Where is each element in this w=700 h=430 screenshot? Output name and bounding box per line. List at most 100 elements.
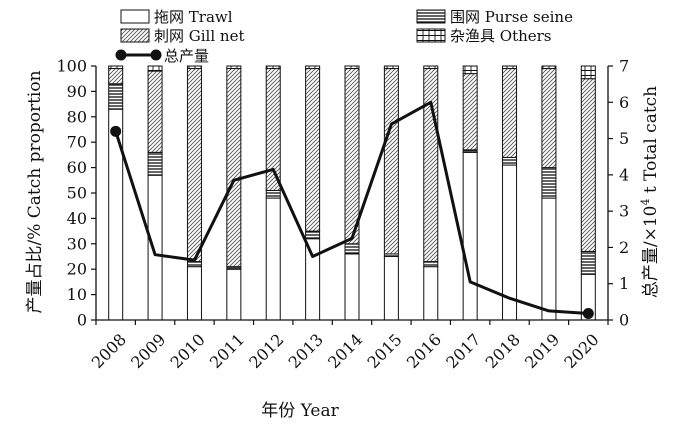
left-tick-label-10: 10 bbox=[67, 285, 87, 304]
bar-gill-2019 bbox=[541, 68, 557, 169]
left-tick-label-50: 50 bbox=[67, 184, 87, 203]
legend-swatch-gill bbox=[120, 28, 150, 43]
bar-trawl-2014 bbox=[344, 253, 360, 321]
x-tick-label-2015: 2015 bbox=[363, 330, 405, 372]
x-tick-label-2019: 2019 bbox=[521, 330, 563, 372]
right-tick-label-4: 4 bbox=[619, 165, 629, 184]
total-catch-marker-2008 bbox=[110, 125, 122, 137]
bar-others-2017 bbox=[462, 65, 478, 75]
bar-gill-2020 bbox=[580, 78, 596, 252]
left-tick-label-40: 40 bbox=[67, 209, 87, 228]
x-axis-title: 年份 Year bbox=[261, 401, 339, 421]
x-tick-label-2011: 2011 bbox=[206, 330, 248, 372]
bar-trawl-2017 bbox=[462, 151, 478, 321]
x-tick-label-2012: 2012 bbox=[245, 330, 287, 372]
left-tick-label-0: 0 bbox=[77, 311, 87, 330]
right-axis-title-main: 总产量/×10 bbox=[641, 206, 661, 299]
bar-trawl-2009 bbox=[147, 174, 163, 321]
x-tick-label-2020: 2020 bbox=[560, 330, 602, 372]
bar-gill-2013 bbox=[305, 68, 321, 232]
left-tick-label-90: 90 bbox=[67, 82, 87, 101]
right-axis-title-exp: 4 bbox=[639, 199, 652, 206]
bar-gill-2010 bbox=[186, 68, 202, 263]
bar-purse-2013 bbox=[305, 230, 321, 240]
left-tick-label-100: 100 bbox=[56, 57, 87, 76]
bar-gill-2016 bbox=[423, 68, 439, 263]
x-tick-label-2008: 2008 bbox=[88, 330, 130, 372]
bar-purse-2008 bbox=[108, 83, 124, 110]
legend-swatch-total-marker-left bbox=[115, 49, 127, 61]
bar-others-2018 bbox=[502, 65, 518, 70]
legend-swatch-others bbox=[416, 28, 446, 43]
right-tick-label-6: 6 bbox=[619, 93, 629, 112]
x-tick-label-2014: 2014 bbox=[324, 330, 366, 372]
bar-others-2009 bbox=[147, 65, 163, 72]
left-tick-label-30: 30 bbox=[67, 234, 87, 253]
bar-purse-2014 bbox=[344, 243, 360, 255]
bar-others-2013 bbox=[305, 65, 321, 70]
x-tick-label-2010: 2010 bbox=[167, 330, 209, 372]
bar-gill-2014 bbox=[344, 68, 360, 245]
x-tick-label-2016: 2016 bbox=[403, 330, 445, 372]
bar-purse-2018 bbox=[502, 156, 518, 166]
right-axis-title: 总产量/×104 t Total catch bbox=[639, 86, 661, 298]
total-catch-marker-2020 bbox=[582, 307, 594, 319]
bar-purse-2009 bbox=[147, 151, 163, 176]
bar-gill-2009 bbox=[147, 70, 163, 153]
legend-label-others: 杂渔具 Others bbox=[450, 27, 552, 45]
bar-others-2010 bbox=[186, 65, 202, 70]
bar-trawl-2019 bbox=[541, 197, 557, 321]
bar-trawl-2016 bbox=[423, 266, 439, 321]
bar-others-2019 bbox=[541, 65, 557, 70]
left-tick-label-60: 60 bbox=[67, 158, 87, 177]
bar-purse-2019 bbox=[541, 167, 557, 199]
bar-trawl-2012 bbox=[265, 197, 281, 321]
bar-trawl-2011 bbox=[226, 268, 242, 321]
bar-trawl-2008 bbox=[108, 108, 124, 321]
x-tick-label-2018: 2018 bbox=[482, 330, 524, 372]
bar-others-2008 bbox=[108, 65, 124, 70]
right-tick-label-7: 7 bbox=[619, 57, 629, 76]
left-tick-label-70: 70 bbox=[67, 133, 87, 152]
legend-label-total: 总产量 bbox=[164, 47, 209, 65]
x-tick-label-2017: 2017 bbox=[442, 330, 484, 372]
right-tick-label-0: 0 bbox=[619, 311, 629, 330]
x-tick-label-2009: 2009 bbox=[127, 330, 169, 372]
right-axis-title-rest: t Total catch bbox=[641, 86, 661, 199]
bar-others-2011 bbox=[226, 65, 242, 70]
left-axis-title: 产量占比/% Catch proportion bbox=[25, 70, 45, 313]
right-tick-label-5: 5 bbox=[619, 129, 629, 148]
legend-label-purse: 围网 Purse seine bbox=[450, 8, 573, 26]
left-tick-label-20: 20 bbox=[67, 260, 87, 279]
bar-others-2020 bbox=[580, 65, 596, 80]
legend-label-trawl: 拖网 Trawl bbox=[154, 8, 233, 26]
legend-swatch-trawl bbox=[120, 9, 150, 24]
bar-purse-2010 bbox=[186, 261, 202, 268]
bar-others-2016 bbox=[423, 65, 439, 70]
bar-gill-2011 bbox=[226, 68, 242, 268]
bar-trawl-2010 bbox=[186, 266, 202, 321]
bar-trawl-2013 bbox=[305, 238, 321, 321]
x-tick-label-2013: 2013 bbox=[285, 330, 327, 372]
bar-trawl-2015 bbox=[383, 256, 399, 321]
right-tick-label-1: 1 bbox=[619, 274, 629, 293]
plot-area bbox=[108, 65, 596, 321]
bar-others-2012 bbox=[265, 65, 281, 70]
bar-gill-2015 bbox=[383, 68, 399, 255]
right-tick-label-2: 2 bbox=[619, 238, 629, 257]
left-tick-label-80: 80 bbox=[67, 107, 87, 126]
bar-purse-2012 bbox=[265, 189, 281, 199]
legend-swatch-purse bbox=[416, 9, 446, 24]
bar-gill-2017 bbox=[462, 73, 478, 151]
bar-purse-2020 bbox=[580, 250, 596, 275]
bar-others-2014 bbox=[344, 65, 360, 70]
bar-gill-2008 bbox=[108, 68, 124, 85]
legend-swatch-total-marker-right bbox=[150, 49, 162, 61]
bar-purse-2016 bbox=[423, 261, 439, 268]
legend-label-gill: 刺网 Gill net bbox=[154, 27, 244, 45]
total-catch-line bbox=[114, 100, 589, 315]
bar-gill-2018 bbox=[502, 68, 518, 158]
right-tick-label-3: 3 bbox=[619, 202, 629, 221]
bar-others-2015 bbox=[383, 65, 399, 70]
